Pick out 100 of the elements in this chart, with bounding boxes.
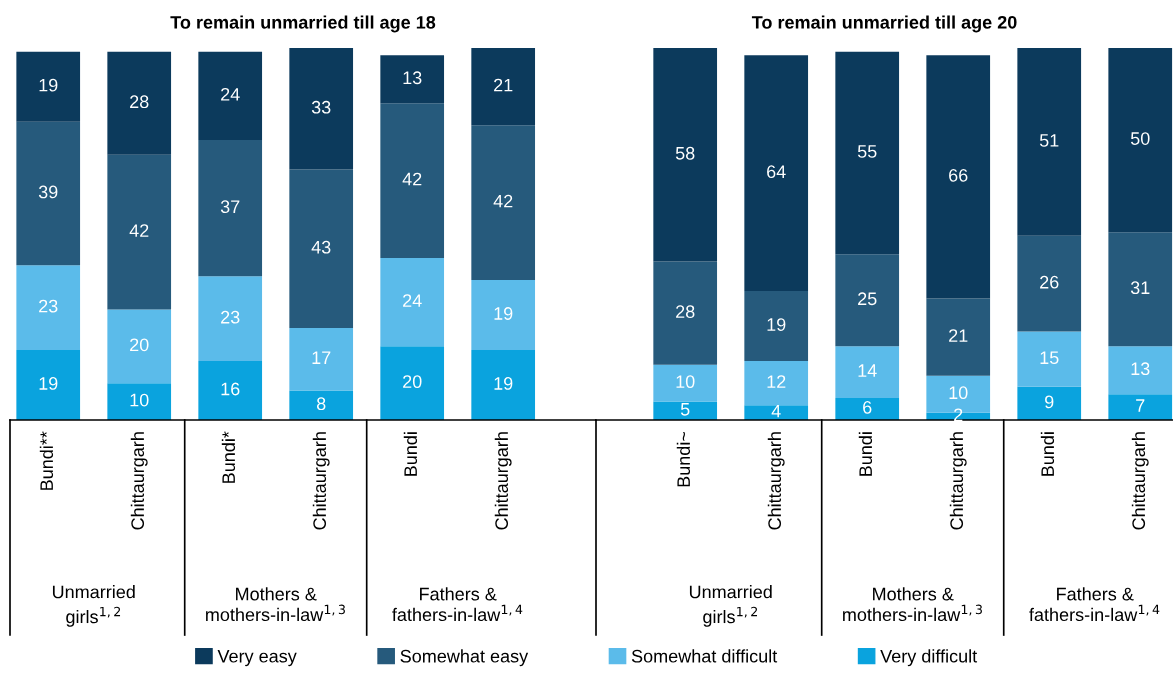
- data-label: 42: [402, 172, 422, 186]
- data-label: 23: [39, 299, 58, 313]
- data-label: 19: [494, 377, 513, 390]
- bar: [926, 55, 991, 299]
- bar: [653, 48, 718, 262]
- bar: [653, 261, 718, 365]
- bar: [471, 350, 536, 420]
- bar: [198, 276, 263, 362]
- chart-title: To remain unmarried till age 20: [751, 15, 1017, 33]
- bar: [1108, 232, 1173, 347]
- data-label: 8: [316, 397, 326, 411]
- data-label: 5: [680, 403, 690, 416]
- data-label: 14: [858, 364, 877, 377]
- bar: [198, 361, 263, 420]
- data-label: 26: [1040, 275, 1059, 289]
- bar: [471, 125, 536, 281]
- data-label: 37: [220, 200, 240, 214]
- bar: [1017, 386, 1082, 420]
- bar: [198, 140, 263, 277]
- data-label: 21: [494, 78, 513, 92]
- bar: [380, 346, 445, 420]
- data-label: 28: [676, 305, 695, 319]
- x-tick-label: Chittaurgarh: [494, 432, 512, 530]
- bar: [744, 55, 809, 292]
- data-label: 21: [949, 329, 968, 342]
- bar: [107, 309, 172, 384]
- x-tick-label: Chittaurgarh: [312, 432, 330, 530]
- data-label: 31: [1130, 281, 1150, 295]
- bar: [289, 48, 354, 170]
- data-label: 51: [1039, 134, 1059, 147]
- text: Mothers & mothers-in-law$^{1,3}$: [843, 587, 982, 622]
- bar: [744, 291, 809, 362]
- bar: [744, 405, 809, 420]
- bar: [380, 55, 445, 104]
- bar: [835, 346, 900, 398]
- data-label: 43: [311, 240, 331, 254]
- x-tick-label: Chittaurgarh: [767, 432, 785, 530]
- bar: [1017, 235, 1082, 332]
- data-label: 58: [675, 146, 695, 160]
- data-label: 19: [767, 318, 786, 331]
- bar: [471, 48, 536, 126]
- x-tick-label: Chittaurgarh: [1131, 432, 1149, 530]
- bar: [16, 265, 81, 351]
- data-label: 33: [311, 100, 331, 114]
- text: Unmarried girls$^{1,2}$: [52, 585, 135, 627]
- legend-label: Somewhat easy: [400, 649, 529, 667]
- legend-label: Somewhat difficult: [631, 649, 778, 663]
- data-label: 10: [949, 386, 968, 400]
- bar: [1108, 346, 1173, 395]
- data-label: 6: [863, 401, 872, 414]
- x-tick-label: Bundi**: [39, 431, 54, 490]
- data-label: 10: [130, 393, 149, 407]
- data-label: 13: [1131, 362, 1150, 376]
- data-label: 64: [767, 165, 786, 179]
- chart-title: To remain unmarried till age 18: [170, 15, 436, 33]
- data-label: 42: [129, 224, 149, 237]
- data-label: 20: [403, 375, 422, 389]
- data-label: 9: [1045, 395, 1054, 409]
- data-label: 2: [954, 408, 963, 421]
- bar: [835, 254, 900, 347]
- bar: [107, 383, 172, 420]
- data-label: 4: [771, 404, 781, 418]
- bar: [835, 397, 900, 420]
- x-tick-label: Chittaurgarh: [130, 432, 148, 530]
- data-label: 50: [1130, 132, 1150, 145]
- data-label: 42: [493, 194, 513, 208]
- legend-label: Very difficult: [880, 649, 978, 667]
- bar: [1108, 394, 1173, 420]
- bar: [1017, 331, 1082, 387]
- bar: [926, 298, 991, 376]
- data-label: 55: [857, 145, 877, 158]
- bar: [289, 390, 354, 420]
- x-tick-label: Bundi: [403, 432, 418, 476]
- text: Fathers & fathers-in-law$^{1,4}$: [392, 587, 523, 622]
- text: Unmarried girls$^{1,2}$: [689, 585, 772, 627]
- bar: [835, 51, 900, 255]
- data-label: 7: [1136, 399, 1145, 412]
- data-label: 24: [221, 87, 240, 101]
- bar: [289, 169, 354, 328]
- bar: [1108, 48, 1173, 233]
- x-tick-label: Chittaurgarh: [949, 432, 967, 530]
- bar: [744, 361, 809, 406]
- data-label: 28: [130, 95, 149, 109]
- bar: [471, 280, 536, 351]
- bar: [107, 51, 172, 155]
- data-label: 19: [39, 78, 58, 92]
- bar: [16, 121, 81, 266]
- data-label: 39: [38, 185, 58, 199]
- data-label: 66: [949, 168, 968, 182]
- data-label: 24: [403, 294, 422, 307]
- bar: [380, 103, 445, 258]
- bar: [107, 154, 172, 310]
- bar: [16, 51, 81, 122]
- bar: [289, 327, 354, 391]
- x-tick-label: Bundi: [1040, 432, 1055, 476]
- data-label: 25: [858, 292, 877, 306]
- data-label: 23: [221, 310, 240, 324]
- data-label: 19: [39, 377, 58, 390]
- data-label: 13: [403, 71, 422, 85]
- data-label: 20: [130, 338, 149, 352]
